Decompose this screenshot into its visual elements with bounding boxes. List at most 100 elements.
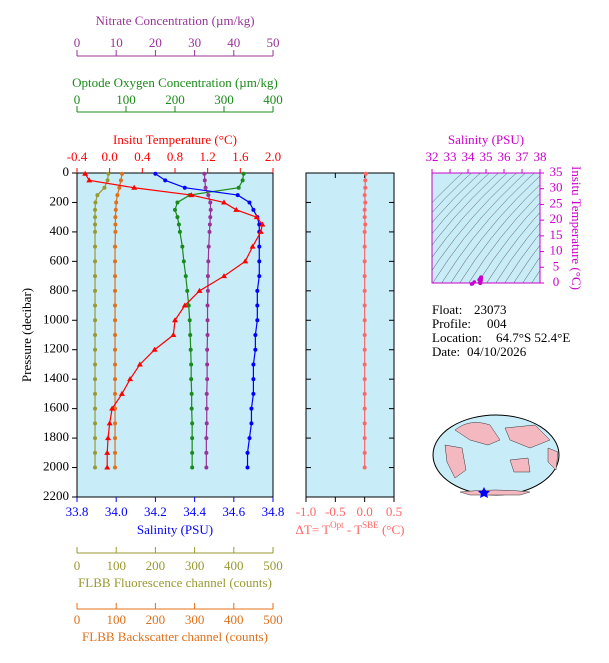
marker bbox=[253, 347, 258, 352]
marker bbox=[113, 288, 118, 293]
marker bbox=[362, 465, 367, 470]
x-axis-title: Salinity (PSU) bbox=[137, 522, 213, 537]
x-tick-label: 400 bbox=[224, 612, 244, 627]
marker bbox=[251, 362, 256, 367]
contour bbox=[486, 212, 540, 283]
marker bbox=[362, 207, 367, 212]
marker bbox=[136, 361, 143, 367]
x-tick-label: 100 bbox=[116, 92, 136, 107]
ts-point bbox=[478, 281, 482, 285]
world-map bbox=[432, 414, 560, 498]
marker bbox=[253, 333, 258, 337]
marker bbox=[105, 435, 112, 441]
y-tick-label: 400 bbox=[50, 223, 70, 238]
marker bbox=[362, 450, 367, 455]
info-value: 64.7°S 52.4°E bbox=[496, 330, 570, 345]
marker bbox=[93, 207, 98, 212]
marker bbox=[93, 244, 98, 249]
x-tick-label: 500 bbox=[263, 558, 283, 573]
marker bbox=[204, 465, 209, 470]
marker bbox=[102, 185, 107, 190]
y-tick-label: 1600 bbox=[43, 400, 69, 415]
marker bbox=[93, 259, 98, 264]
y-axis-title: Pressure (decibar) bbox=[19, 288, 34, 382]
marker bbox=[206, 244, 211, 249]
marker bbox=[236, 185, 241, 190]
marker bbox=[204, 436, 209, 441]
marker bbox=[204, 450, 209, 455]
marker bbox=[205, 362, 210, 367]
marker bbox=[131, 184, 138, 190]
marker bbox=[118, 390, 125, 396]
marker bbox=[205, 303, 210, 308]
y-tick-label: 1000 bbox=[43, 311, 69, 326]
marker bbox=[241, 171, 246, 176]
contour bbox=[531, 269, 540, 283]
marker bbox=[93, 465, 98, 470]
y-tick-label: 800 bbox=[50, 282, 70, 297]
x-tick-label: 20 bbox=[149, 35, 162, 50]
x-tick-label: -0.5 bbox=[325, 504, 346, 519]
marker bbox=[113, 362, 118, 367]
marker bbox=[362, 333, 367, 337]
marker bbox=[362, 347, 367, 352]
y-tick-label: 30 bbox=[550, 180, 563, 195]
marker bbox=[205, 274, 210, 279]
marker bbox=[235, 193, 240, 198]
marker bbox=[362, 318, 367, 323]
marker bbox=[113, 274, 118, 279]
marker bbox=[257, 244, 262, 249]
contour bbox=[432, 173, 517, 271]
title-part: Opt bbox=[330, 520, 344, 530]
contour bbox=[495, 222, 540, 283]
density-contours bbox=[432, 173, 540, 283]
x-tick-label: 500 bbox=[263, 612, 283, 627]
x-tick-label: 0 bbox=[74, 558, 81, 573]
marker bbox=[205, 347, 210, 352]
x-tick-label: 200 bbox=[165, 92, 185, 107]
x-tick-label: 34.2 bbox=[144, 504, 167, 519]
marker bbox=[105, 178, 110, 183]
marker bbox=[245, 450, 250, 455]
x-tick-label: 34.8 bbox=[262, 504, 285, 519]
x-tick-label: 35 bbox=[480, 149, 493, 164]
y-tick-label: 1200 bbox=[43, 341, 69, 356]
y-tick-label: 600 bbox=[50, 252, 70, 267]
marker bbox=[362, 362, 367, 367]
marker bbox=[255, 303, 260, 308]
x-tick-label: 34.6 bbox=[222, 504, 245, 519]
marker bbox=[177, 229, 182, 234]
marker bbox=[189, 406, 194, 411]
marker bbox=[203, 185, 208, 190]
marker bbox=[205, 333, 210, 337]
y-tick-label: 35 bbox=[550, 164, 563, 179]
marker bbox=[93, 362, 98, 367]
marker bbox=[202, 171, 207, 176]
title-part: - T bbox=[344, 522, 363, 537]
info-value: 04/10/2026 bbox=[467, 344, 527, 359]
contour bbox=[522, 256, 540, 283]
contour bbox=[441, 173, 535, 283]
marker bbox=[82, 170, 89, 176]
x-tick-label: 0 bbox=[74, 35, 81, 50]
marker bbox=[362, 274, 367, 279]
marker bbox=[93, 421, 98, 426]
contour bbox=[513, 244, 540, 283]
y-tick-label: 0 bbox=[553, 274, 560, 289]
marker bbox=[205, 288, 210, 293]
marker bbox=[163, 178, 168, 183]
marker bbox=[86, 177, 93, 183]
x-tick-label: 37 bbox=[516, 149, 530, 164]
marker bbox=[207, 222, 212, 227]
contour bbox=[450, 175, 540, 283]
marker bbox=[176, 222, 181, 227]
x-tick-label: 0.5 bbox=[386, 504, 402, 519]
x-tick-label: 400 bbox=[224, 558, 244, 573]
marker bbox=[247, 436, 252, 441]
ts-plot-area bbox=[431, 172, 541, 284]
x-tick-label: 100 bbox=[106, 612, 126, 627]
marker bbox=[259, 221, 266, 227]
marker bbox=[104, 449, 111, 455]
marker bbox=[173, 207, 177, 212]
x-axis-title: Salinity (PSU) bbox=[448, 132, 524, 147]
